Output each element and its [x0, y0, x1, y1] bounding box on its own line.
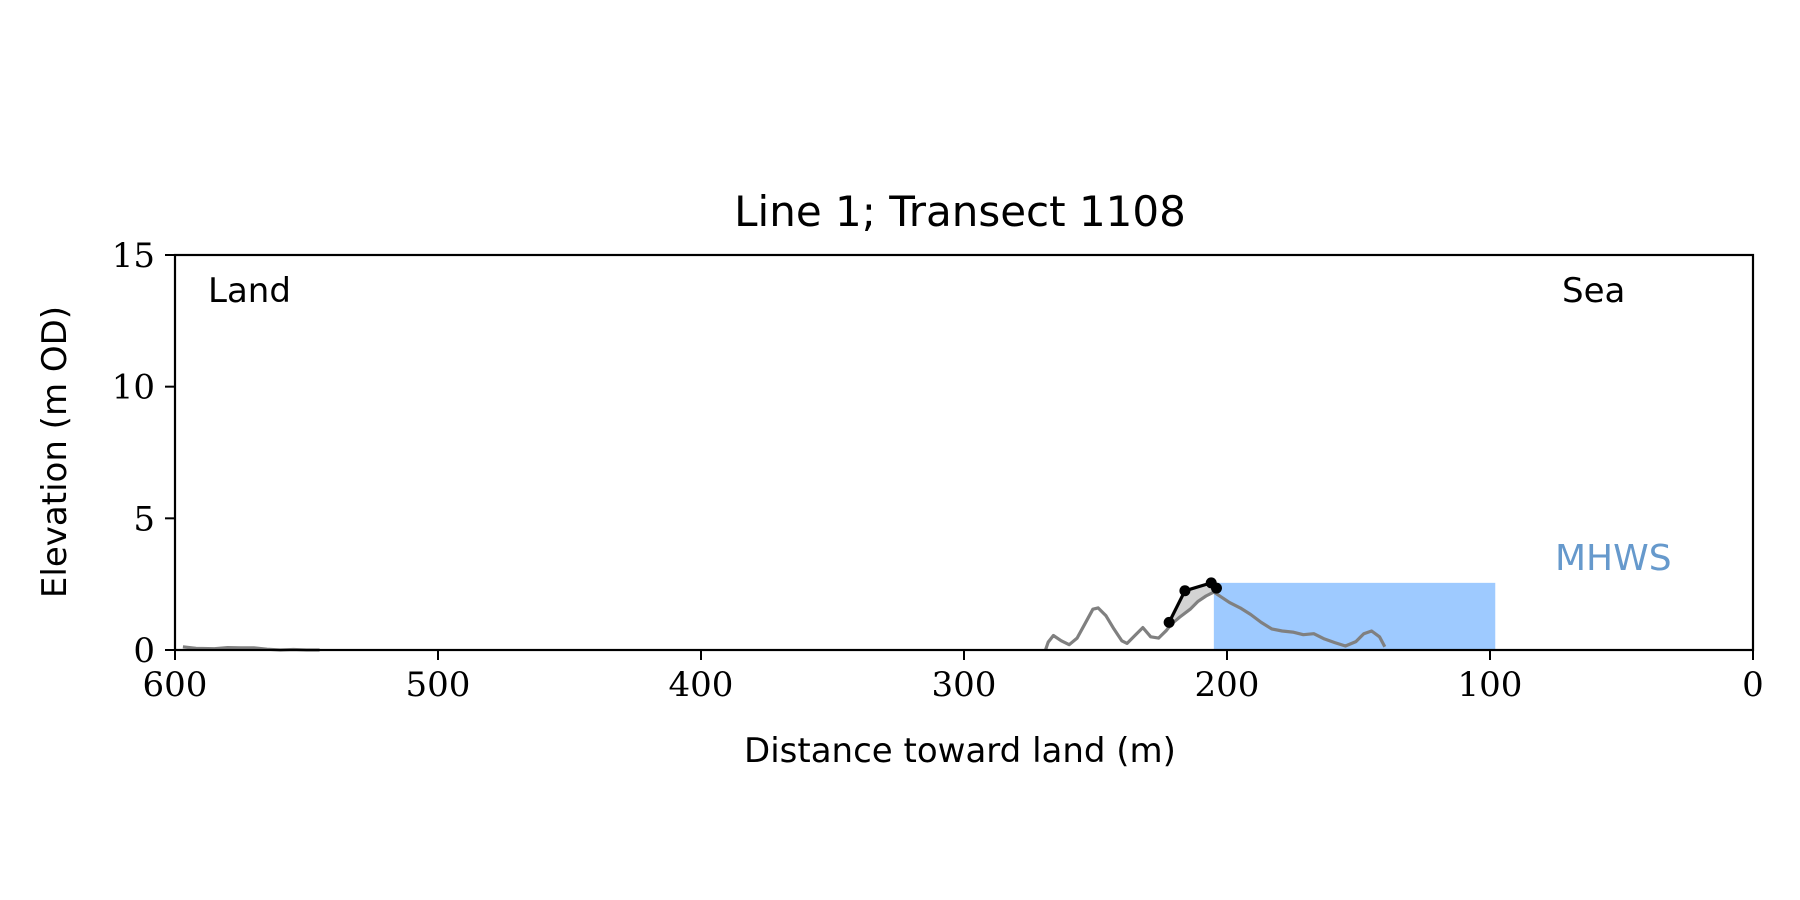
crest-point [1210, 582, 1222, 594]
y-tick-label: 10 [112, 368, 155, 408]
crest-point [1163, 616, 1175, 628]
profile-line-dune [1043, 590, 1387, 651]
x-tick-label: 300 [932, 665, 997, 705]
y-axis-label: Elevation (m OD) [35, 306, 75, 598]
crest-fill-area [1169, 582, 1217, 623]
x-tick-label: 500 [406, 665, 471, 705]
x-tick-label: 400 [669, 665, 734, 705]
x-axis-label: Distance toward land (m) [744, 731, 1176, 771]
chart-title: Line 1; Transect 1108 [734, 187, 1186, 236]
y-tick-label: 0 [133, 631, 155, 671]
y-tick-label: 5 [133, 499, 155, 539]
x-tick-label: 100 [1458, 665, 1523, 705]
x-tick-label: 200 [1195, 665, 1260, 705]
x-tick-label: 600 [143, 665, 208, 705]
sea-annotation: Sea [1562, 271, 1625, 311]
x-tick-label: 0 [1742, 665, 1764, 705]
plot-area [182, 577, 1496, 652]
axes: 600 500 400 300 200 100 0 0 5 10 15 [112, 236, 1764, 705]
crest-point [1179, 585, 1191, 597]
y-tick-label: 15 [112, 236, 155, 276]
mhws-annotation: MHWS [1555, 538, 1672, 579]
land-annotation: Land [208, 271, 291, 311]
plot-frame [173, 253, 1755, 652]
mhws-water-area [1213, 582, 1496, 650]
